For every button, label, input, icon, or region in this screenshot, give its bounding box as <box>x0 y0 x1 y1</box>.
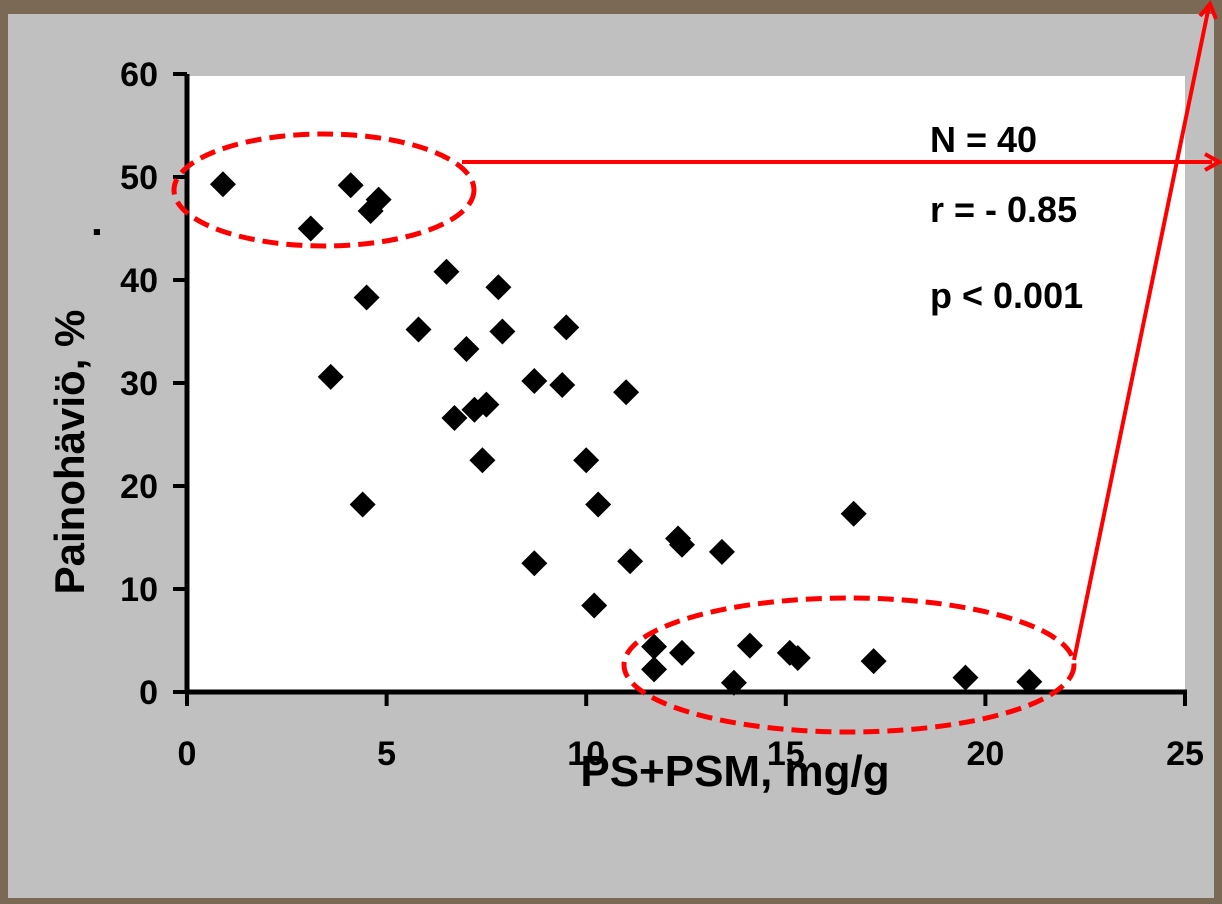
arrow-head-low <box>1198 0 1218 20</box>
data-point <box>581 592 608 619</box>
x-axis-title: PS+PSM, mg/g <box>580 747 889 796</box>
data-point <box>952 664 979 691</box>
data-point <box>521 367 548 394</box>
y-axis-title: Painohäviö, % <box>46 310 93 595</box>
highlight-ellipse-high <box>171 131 477 249</box>
y-tick-label: 0 <box>139 674 158 712</box>
data-point <box>708 538 735 565</box>
stat-p: p < 0.001 <box>930 275 1083 316</box>
data-point <box>613 379 640 406</box>
data-point <box>473 391 500 418</box>
data-point <box>553 314 580 341</box>
data-point <box>860 648 887 675</box>
axis-tick-labels: 0 5 10 15 20 25 0 10 20 30 40 50 60 <box>120 56 1204 773</box>
highlight-ellipse-low <box>621 595 1077 735</box>
y-tick-label: 60 <box>120 56 158 94</box>
data-point <box>297 215 324 242</box>
data-point <box>433 258 460 285</box>
data-point <box>405 316 432 343</box>
x-tick-label: 20 <box>966 735 1004 773</box>
data-point <box>489 318 516 345</box>
data-point <box>317 363 344 390</box>
data-point <box>349 491 376 518</box>
y-tick-label: 20 <box>120 468 158 506</box>
x-tick-label: 10 <box>567 735 605 773</box>
data-point <box>485 274 512 301</box>
data-point <box>585 491 612 518</box>
data-point <box>353 284 380 311</box>
x-tick-label: 5 <box>377 735 396 773</box>
data-point <box>617 548 644 575</box>
x-tick-label: 0 <box>178 735 197 773</box>
data-point <box>573 447 600 474</box>
data-point <box>357 197 384 224</box>
data-point <box>736 632 763 659</box>
x-tick-label: 25 <box>1166 735 1204 773</box>
data-point <box>469 447 496 474</box>
x-tick-label: 15 <box>767 735 805 773</box>
data-point <box>641 633 668 660</box>
data-point <box>641 656 668 683</box>
data-point <box>784 645 811 672</box>
axis-ticks <box>173 72 1187 706</box>
arrow-line-low <box>1072 5 1211 661</box>
y-tick-label: 40 <box>120 262 158 300</box>
data-point <box>337 172 364 199</box>
data-point <box>840 500 867 527</box>
y-tick-label: 10 <box>120 571 158 609</box>
data-point <box>209 171 236 198</box>
arrow-head-high <box>1204 152 1222 172</box>
data-point <box>720 669 747 696</box>
data-point <box>453 336 480 363</box>
stat-r: r = - 0.85 <box>930 189 1077 230</box>
y-tick-label: 30 <box>120 365 158 403</box>
y-axis-title-dot: . <box>62 226 109 238</box>
y-tick-label: 50 <box>120 159 158 197</box>
data-point <box>441 405 468 432</box>
data-point <box>521 550 548 577</box>
data-point <box>669 531 696 558</box>
data-point <box>549 372 576 399</box>
data-markers <box>209 171 1043 696</box>
data-point <box>669 639 696 666</box>
data-point <box>1016 668 1043 695</box>
stat-n: N = 40 <box>930 119 1037 160</box>
